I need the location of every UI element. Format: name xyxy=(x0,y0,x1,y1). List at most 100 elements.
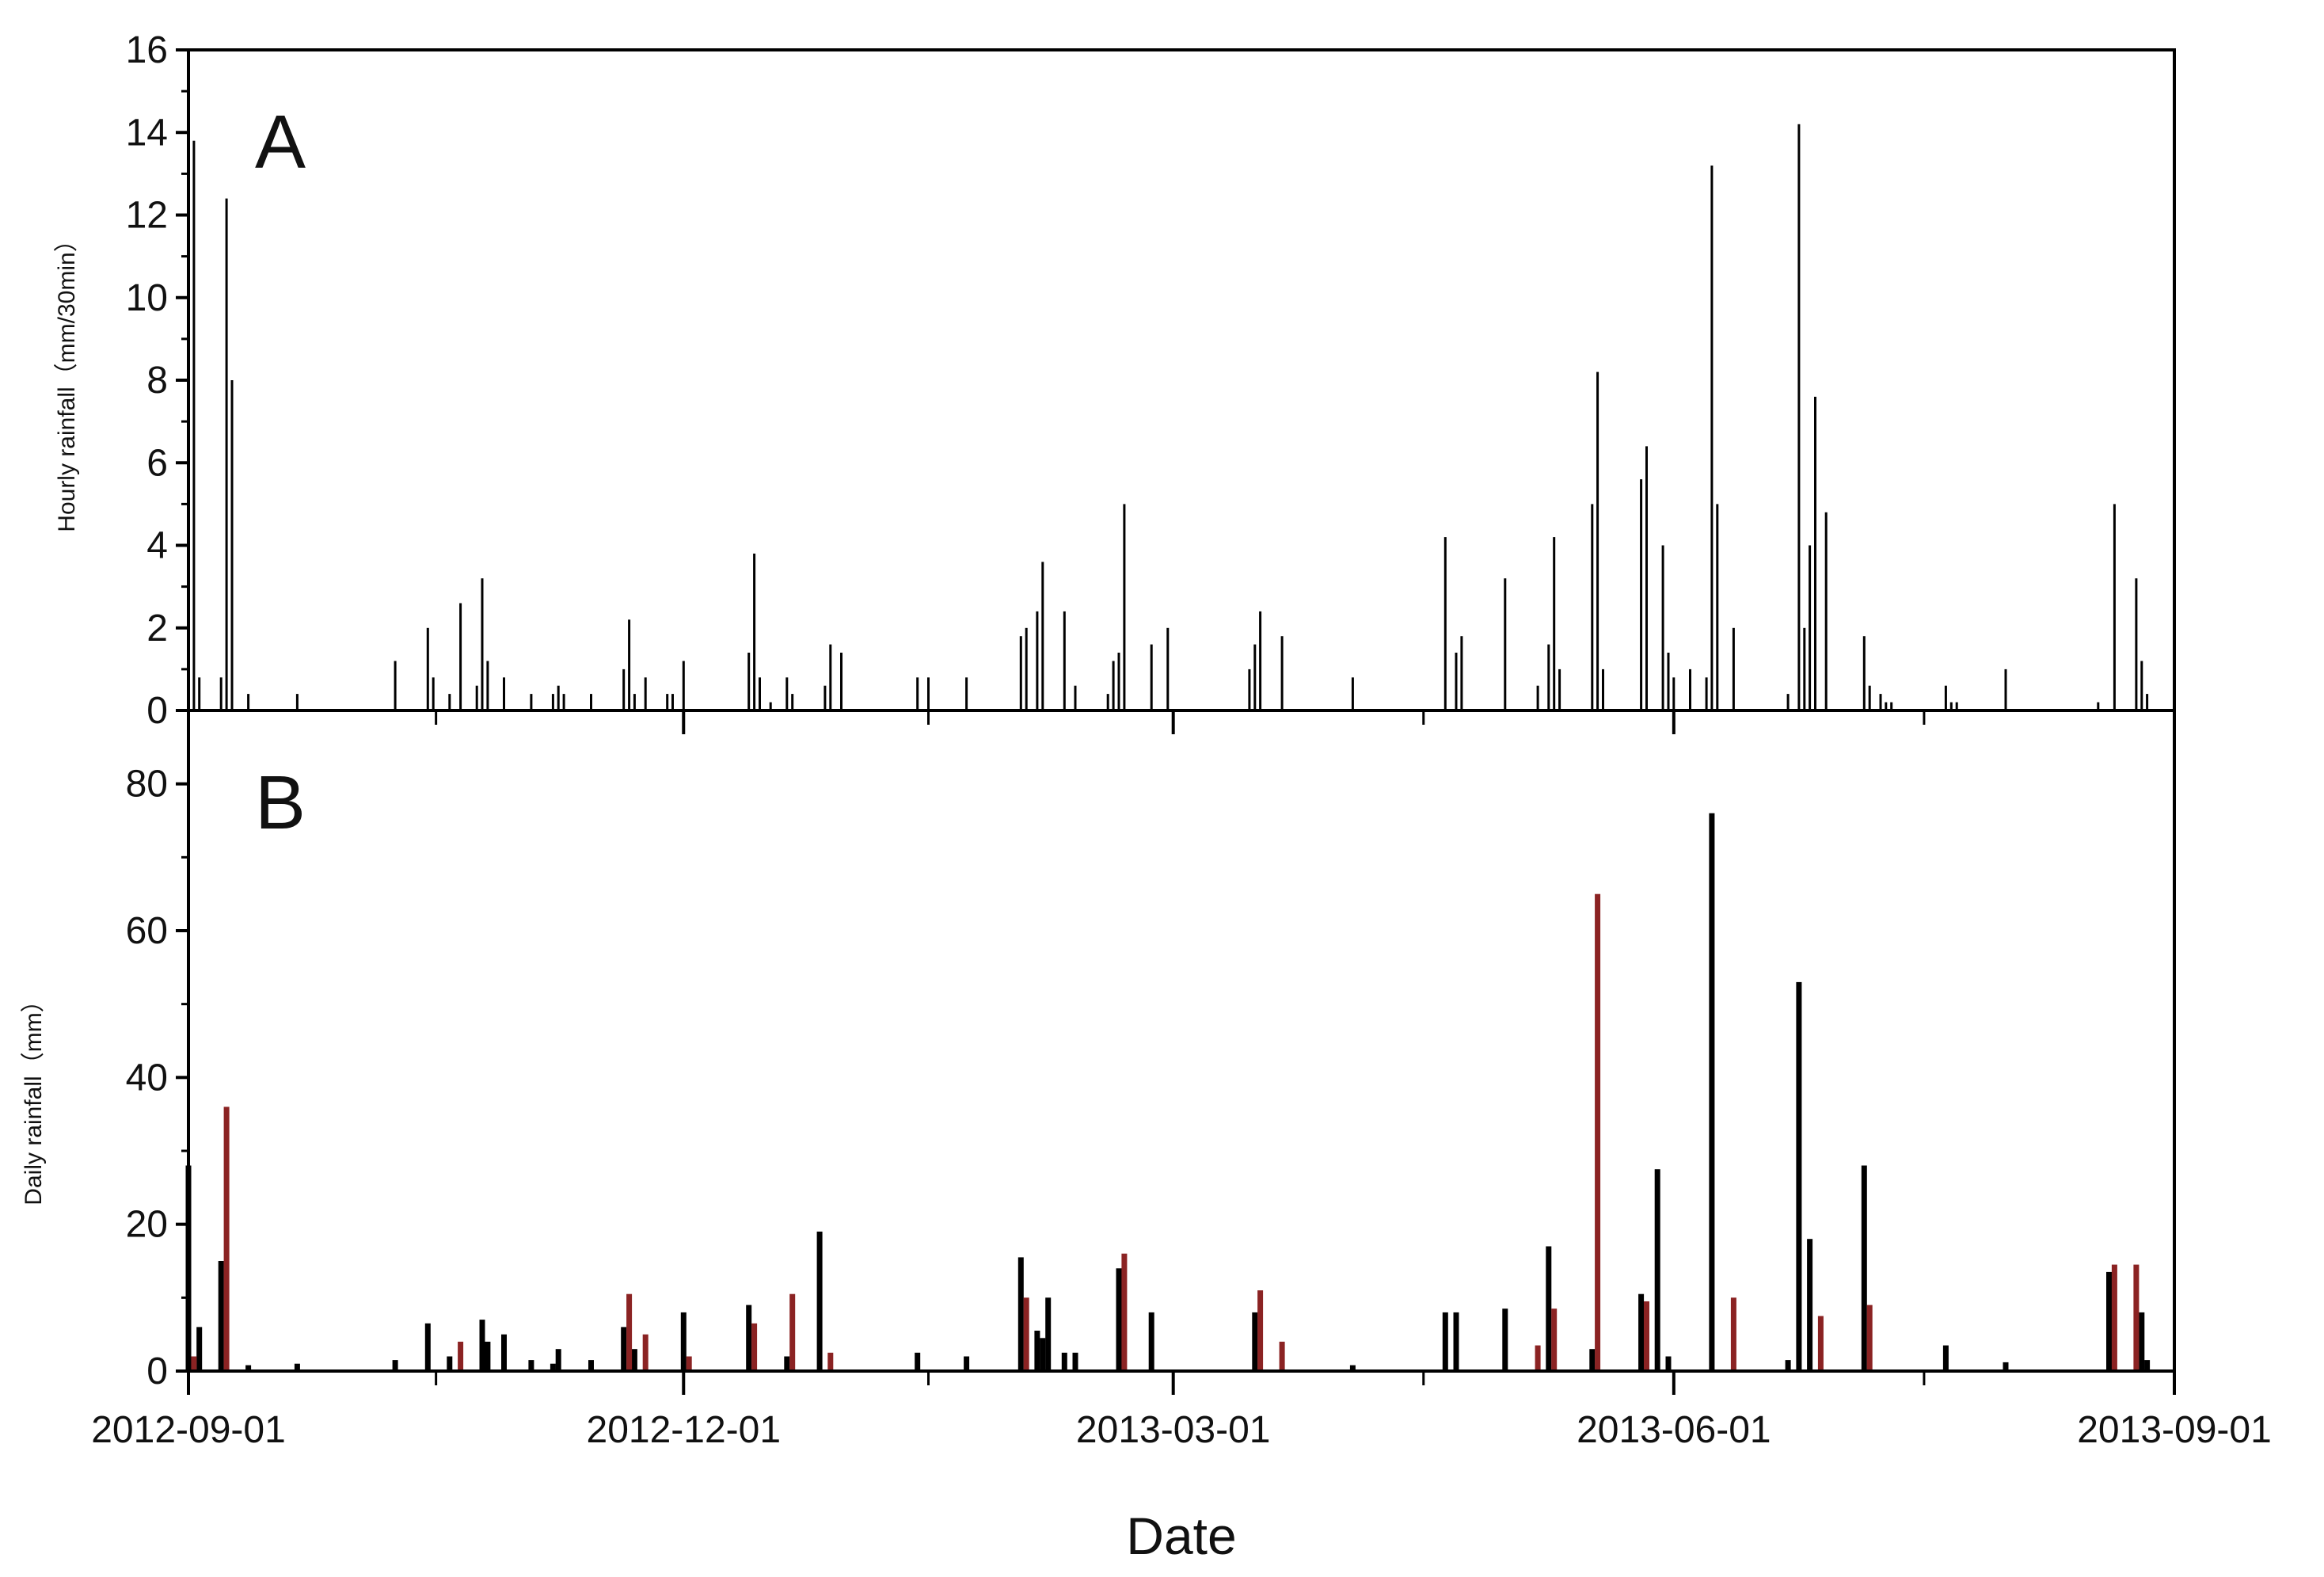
panel-a-bar-s0-82 xyxy=(1814,396,1816,710)
panel-a-letter: A xyxy=(255,100,306,185)
panel-a-bar-s0-60 xyxy=(1504,578,1507,710)
panel-a-bar-s0-14 xyxy=(486,661,489,710)
panel-a-bar-s0-37 xyxy=(916,677,919,710)
panel-a-bar-s0-66 xyxy=(1596,371,1599,710)
panel-a-bar-s0-65 xyxy=(1591,504,1594,710)
panel-b-y-axis: 0 20 40 60 80 xyxy=(126,764,188,1392)
panel-b-daily-rainfall: 0 20 40 60 80 2012-09-01 2012-12-01 2013-03-01… xyxy=(21,709,2272,1565)
panel-a-bar-s0-34 xyxy=(823,685,827,710)
panel-b-bar-s0-13 xyxy=(555,1349,561,1371)
panel-a-ytick-label-4: 8 xyxy=(146,360,168,402)
panel-b-bar-s0-46 xyxy=(1942,1345,1949,1371)
panel-a-bar-s0-49 xyxy=(1123,504,1126,710)
panel-b-bar-s1-8 xyxy=(827,1352,834,1371)
panel-b-ytick-label-0: 0 xyxy=(146,1350,168,1392)
panel-b-bar-s1-11 xyxy=(1257,1290,1264,1371)
panel-a-bar-s0-54 xyxy=(1259,611,1262,710)
panel-a-bar-s0-3 xyxy=(225,198,228,711)
panel-a-ytick-label-7: 14 xyxy=(126,112,168,154)
panel-a-bar-s0-36 xyxy=(840,653,842,710)
panel-a-bar-s0-43 xyxy=(1041,562,1044,710)
panel-a-bar-s0-84 xyxy=(1862,636,1866,710)
panel-b-bar-s1-4 xyxy=(642,1334,649,1371)
x-tick-label-0: 2012-09-01 xyxy=(91,1409,286,1451)
panel-b-bar-s1-9 xyxy=(1023,1297,1029,1371)
panel-a-bar-s0-48 xyxy=(1117,653,1120,710)
x-axis-label: Date xyxy=(1126,1507,1236,1565)
panel-b-bar-s0-32 xyxy=(1349,1365,1356,1371)
panel-b-bar-s1-12 xyxy=(1279,1341,1285,1371)
panel-b-letter: B xyxy=(255,760,306,845)
panel-a-bar-s0-70 xyxy=(1661,545,1664,710)
panel-a-bar-s0-15 xyxy=(503,677,505,710)
panel-b-frame xyxy=(187,709,2176,1373)
panel-a-bar-s0-72 xyxy=(1672,677,1675,710)
panel-a-bar-s0-30 xyxy=(759,677,761,710)
panel-a-x-ticks xyxy=(187,709,2176,734)
panel-a-bar-s0-9 xyxy=(432,677,435,710)
panel-a-bar-s0-19 xyxy=(562,694,565,710)
panel-b-bar-s1-14 xyxy=(1551,1308,1558,1371)
panel-b-bar-s1-19 xyxy=(1866,1305,1873,1371)
panel-a-bar-s0-83 xyxy=(1824,512,1828,710)
panel-a-bar-s0-63 xyxy=(1553,537,1556,710)
panel-a-bar-s0-35 xyxy=(829,644,832,710)
panel-b-bar-s0-12 xyxy=(550,1363,556,1371)
panel-a-bar-s0-67 xyxy=(1602,669,1604,710)
panel-a-y-axis: 0 2 4 6 8 10 12 14 16 xyxy=(126,29,188,732)
x-tick-label-4: 2013-09-01 xyxy=(2077,1409,2272,1451)
panel-a-bar-s0-38 xyxy=(927,677,930,710)
panel-a-bar-s0-76 xyxy=(1716,504,1719,710)
x-tick-label-3: 2013-06-01 xyxy=(1577,1409,1771,1451)
panel-a-bar-s0-92 xyxy=(2004,669,2007,710)
panel-b-ytick-label-1: 20 xyxy=(126,1204,168,1246)
panel-b-bar-s0-26 xyxy=(1045,1297,1052,1371)
panel-b-ytick-label-4: 80 xyxy=(126,764,168,806)
panel-b-bar-s0-14 xyxy=(588,1360,594,1371)
panel-a-bar-s0-40 xyxy=(1019,636,1022,710)
panel-b-bar-s1-17 xyxy=(1730,1297,1736,1371)
panel-a-bar-s0-53 xyxy=(1253,644,1257,710)
panel-b-bar-s0-36 xyxy=(1546,1246,1552,1371)
panel-b-bar-s1-15 xyxy=(1595,893,1601,1371)
panel-a-bar-s0-39 xyxy=(965,677,968,710)
panel-b-bar-s1-1 xyxy=(223,1107,230,1371)
panel-b-x-axis: 2012-09-01 2012-12-01 2013-03-01 2013-06-01… xyxy=(91,1369,2272,1451)
panel-b-bar-s0-20 xyxy=(816,1231,823,1371)
panel-b-bar-s1-13 xyxy=(1535,1345,1541,1371)
panel-a-bar-s0-13 xyxy=(481,578,484,710)
panel-b-bar-s1-0 xyxy=(191,1356,197,1371)
panel-b-bar-s0-29 xyxy=(1116,1268,1122,1371)
panel-b-bar-s0-37 xyxy=(1589,1349,1596,1371)
panel-a-bar-s0-68 xyxy=(1640,479,1643,710)
panel-b-bars xyxy=(185,813,2151,1371)
panel-b-bar-s0-2 xyxy=(218,1261,224,1371)
panel-b-bar-s0-15 xyxy=(621,1327,627,1371)
panel-b-bar-s1-5 xyxy=(686,1356,692,1371)
panel-b-bar-s0-28 xyxy=(1072,1352,1078,1371)
panel-a-bar-s0-79 xyxy=(1797,124,1801,711)
panel-a-bar-s0-10 xyxy=(448,694,451,710)
panel-b-bar-s0-6 xyxy=(424,1323,431,1371)
panel-a-bar-s0-8 xyxy=(426,627,429,711)
panel-a-bar-s0-90 xyxy=(1949,702,1953,710)
panel-a-bar-s0-94 xyxy=(2113,504,2116,710)
panel-a-bar-s0-0 xyxy=(192,140,196,710)
panel-b-bar-s0-49 xyxy=(2139,1312,2145,1371)
panel-b-bar-s0-41 xyxy=(1709,813,1715,1371)
panel-a-bar-s0-7 xyxy=(394,661,397,710)
panel-a-ytick-label-1: 2 xyxy=(146,608,168,649)
panel-b-bar-s1-21 xyxy=(2133,1264,2140,1371)
panel-a-hourly-rainfall: 0 2 4 6 8 10 12 14 16 A Hourly rainfall（mm/30min… xyxy=(54,29,2176,734)
panel-b-bar-s0-44 xyxy=(1807,1239,1813,1371)
panel-b-bar-s0-3 xyxy=(245,1365,252,1371)
panel-b-bar-s0-4 xyxy=(294,1363,300,1371)
panel-a-bar-s0-64 xyxy=(1558,669,1561,710)
panel-b-bar-s0-8 xyxy=(479,1320,485,1371)
panel-b-y-axis-label: Daily rainfall（mm） xyxy=(21,988,47,1205)
panel-b-bar-s0-25 xyxy=(1040,1338,1046,1371)
panel-b-bar-s0-24 xyxy=(1034,1331,1040,1371)
panel-b-bar-s0-35 xyxy=(1502,1308,1508,1371)
panel-a-bar-s0-29 xyxy=(753,553,756,710)
panel-b-bar-s1-2 xyxy=(458,1341,464,1371)
